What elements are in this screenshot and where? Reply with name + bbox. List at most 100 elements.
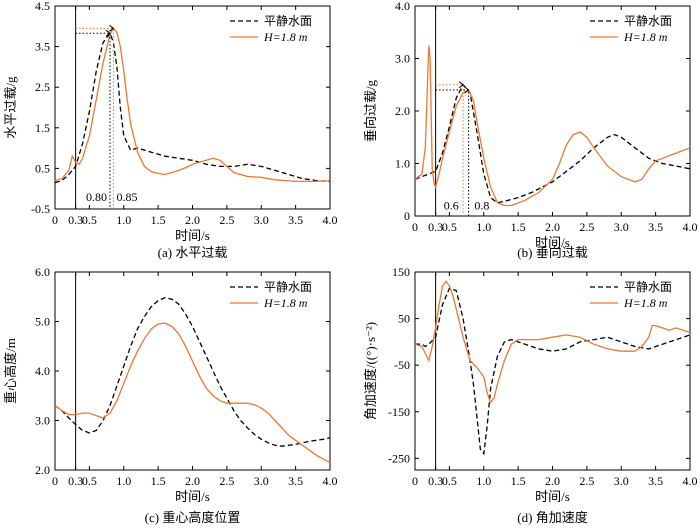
y-tick-label: 1.5 (35, 121, 50, 135)
chart-caption: (a) 水平过载 (158, 245, 228, 260)
y-tick-label: 0 (404, 209, 410, 223)
y-axis-label: 重心高度/m (3, 338, 18, 404)
y-tick-label: 150 (392, 265, 410, 279)
x-tick-label: 0 (52, 474, 58, 488)
legend-entry: H=1.8 m (263, 296, 308, 310)
y-axis-label: 垂向过载/g (363, 79, 378, 142)
plot-area (415, 45, 690, 216)
x-tick-label: 0.3 (428, 220, 443, 234)
x-tick-label: 3.5 (288, 213, 303, 227)
peak-guide-arrow (458, 81, 464, 89)
legend-entry: 平静水面 (264, 14, 312, 28)
x-tick-label: 3.0 (614, 474, 629, 488)
x-tick-label: 4.0 (323, 474, 338, 488)
x-axis-label: 时间/s (535, 235, 570, 250)
x-tick-label: 0 (412, 220, 418, 234)
x-axis-label: 时间/s (175, 228, 210, 243)
peak-time-label: 0.6 (444, 199, 459, 213)
x-axis-label: 时间/s (175, 489, 210, 504)
plot-area (55, 24, 330, 209)
y-tick-label: 2.0 (35, 463, 50, 477)
x-tick-label: 0.5 (82, 213, 97, 227)
series-line-calm-water (55, 31, 330, 184)
y-tick-label: -250 (388, 451, 410, 465)
x-tick-label: 0.5 (442, 220, 457, 234)
x-tick-label: 2.5 (579, 220, 594, 234)
legend-entry: H=1.8 m (623, 30, 668, 44)
peak-guide-line (75, 32, 111, 209)
x-tick-label: 3.0 (254, 474, 269, 488)
x-tick-label: 0.3 (68, 474, 83, 488)
y-tick-label: 2.5 (35, 80, 50, 94)
plot-area (415, 280, 690, 456)
peak-time-label: 0.80 (86, 190, 107, 204)
x-tick-label: 2.0 (545, 220, 560, 234)
x-tick-label: 1.5 (511, 220, 526, 234)
legend-entry: 平静水面 (624, 280, 672, 294)
x-tick-label: 2.0 (185, 474, 200, 488)
x-tick-label: 1.5 (511, 474, 526, 488)
y-tick-label: 3.0 (35, 414, 50, 428)
y-tick-label: -0.5 (31, 202, 50, 216)
x-tick-label: 2.5 (579, 474, 594, 488)
x-tick-label: 3.0 (254, 213, 269, 227)
x-tick-label: 1.0 (476, 474, 491, 488)
x-tick-label: 0 (52, 213, 58, 227)
y-tick-label: 5.0 (35, 315, 50, 329)
chart-panel-3: 0 0.30.5 1.0 1.5 2.0 2.5 3.0 3.5 4.0 -250 -150 -50 5… (363, 265, 698, 525)
y-tick-label: 4.5 (35, 0, 50, 13)
peak-guide-line (435, 84, 464, 216)
x-tick-label: 0.5 (82, 474, 97, 488)
y-tick-label: 4.0 (395, 0, 410, 13)
series-line-calm-water (415, 287, 690, 456)
y-tick-label: 3.5 (35, 40, 50, 54)
y-tick-label: -50 (394, 358, 410, 372)
x-tick-label: 1.0 (116, 474, 131, 488)
y-tick-label: 6.0 (35, 265, 50, 279)
peak-guide-line (435, 89, 470, 216)
plot-area (55, 297, 330, 464)
series-line-wave (415, 280, 690, 404)
chart-caption: (b) 垂向过载 (517, 245, 587, 260)
x-tick-label: 1.5 (151, 474, 166, 488)
chart-panel-2: 0 0.30.5 1.0 1.5 2.0 2.5 3.0 3.5 4.0 2.0 3.0 4.0 5.0… (3, 265, 338, 525)
peak-guide-arrow (109, 24, 115, 32)
y-tick-label: 0.5 (35, 161, 50, 175)
x-tick-label: 3.5 (648, 474, 663, 488)
x-axis-label: 时间/s (535, 489, 570, 504)
peak-guide-line (75, 27, 114, 209)
series-line-wave (55, 27, 330, 183)
x-tick-label: 3.5 (288, 474, 303, 488)
peak-guide-arrow (105, 29, 111, 37)
y-axis-label: 角加速度/((°)·s⁻²) (363, 322, 378, 420)
chart-panel-0: 0 0.30.5 1.0 1.5 2.0 2.5 3.0 3.5 4.0-0.50.51.52.… (3, 0, 338, 260)
legend-entry: H=1.8 m (623, 296, 668, 310)
x-tick-label: 2.5 (219, 213, 234, 227)
series-line-wave (415, 45, 690, 207)
chart-panel-1: 0 0.30.5 1.0 1.5 2.0 2.5 3.0 3.5 4.0 0 1.0 2.0 3.0 4.… (363, 0, 698, 260)
legend-entry: 平静水面 (624, 14, 672, 28)
x-tick-label: 1.0 (116, 213, 131, 227)
y-tick-label: 3.0 (395, 52, 410, 66)
peak-guide-arrow (464, 86, 470, 94)
x-tick-label: 0.3 (428, 474, 443, 488)
x-tick-label: 1.5 (151, 213, 166, 227)
legend-entry: H=1.8 m (263, 30, 308, 44)
chart-caption: (c) 重心高度位置 (145, 510, 241, 525)
series-line-calm-water (55, 297, 330, 447)
x-tick-label: 0.5 (442, 474, 457, 488)
x-tick-label: 1.0 (476, 220, 491, 234)
peak-time-label: 0.8 (474, 199, 489, 213)
chart-caption: (d) 角加速度 (517, 510, 587, 525)
x-tick-label: 4.0 (683, 474, 698, 488)
peak-time-label: 0.85 (116, 190, 137, 204)
x-tick-label: 0.3 (68, 213, 83, 227)
x-tick-label: 2.0 (545, 474, 560, 488)
y-tick-label: 4.0 (35, 364, 50, 378)
x-tick-label: 3.5 (648, 220, 663, 234)
series-line-wave (55, 322, 330, 464)
x-tick-label: 3.0 (614, 220, 629, 234)
y-tick-label: -150 (388, 405, 410, 419)
y-tick-label: 1.0 (395, 157, 410, 171)
